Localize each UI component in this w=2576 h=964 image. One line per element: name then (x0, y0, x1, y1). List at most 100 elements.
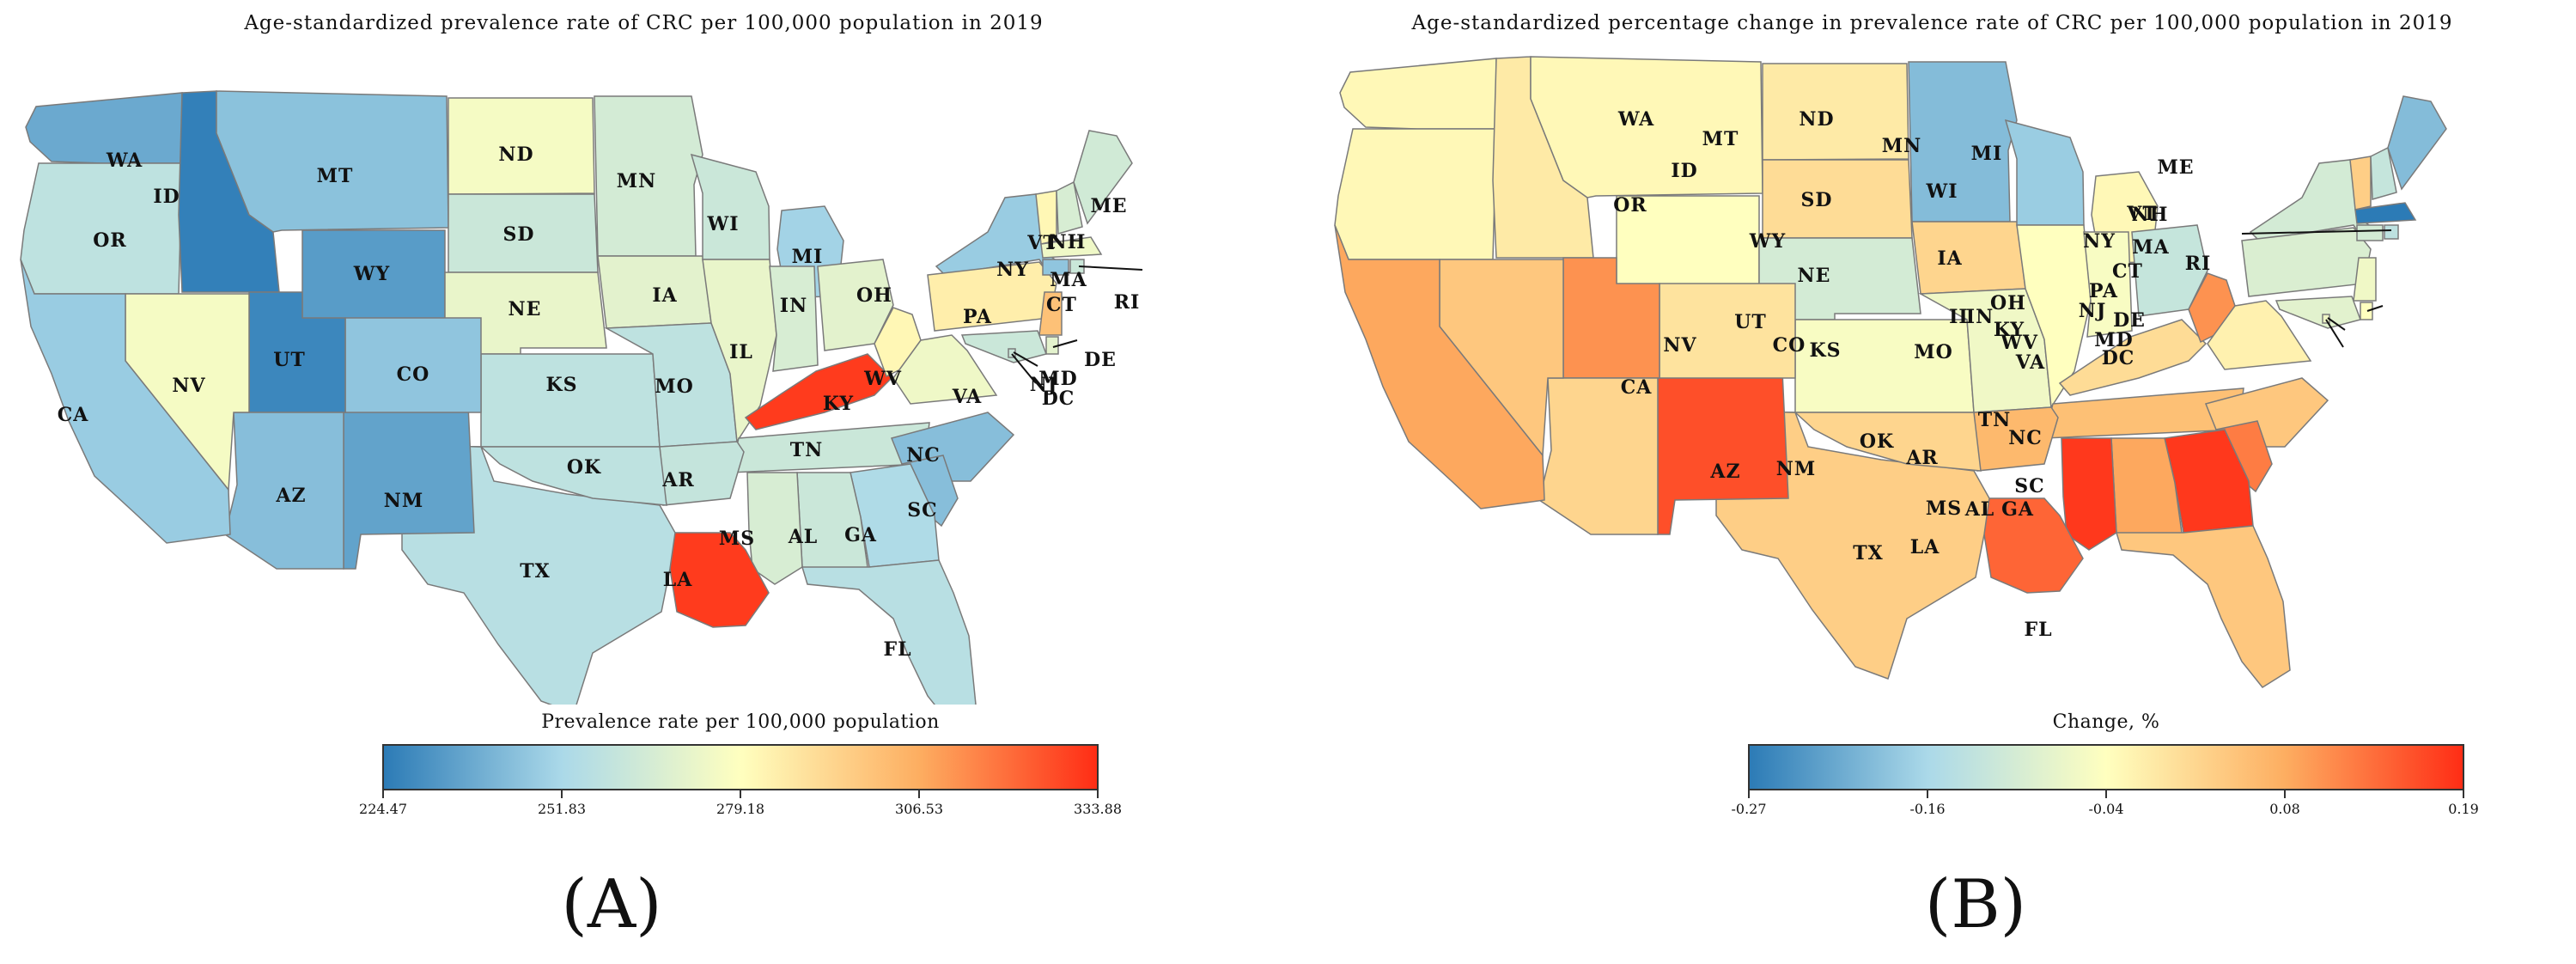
state-label-mn: MN (1882, 135, 1921, 157)
state-label-mt: MT (317, 165, 354, 187)
state-label-nm: NM (384, 490, 423, 512)
state-me (1073, 130, 1133, 225)
state-label-mi: MI (792, 246, 824, 268)
state-la (662, 532, 770, 628)
legend-tick-label: 0.19 (2448, 801, 2479, 817)
state-de (2360, 302, 2373, 320)
state-label-al: AL (1964, 498, 1995, 521)
state-ks (480, 353, 661, 448)
legend-tick-mark (2463, 790, 2464, 798)
state-vt (1035, 190, 1057, 245)
state-label-mn: MN (617, 170, 656, 192)
state-label-tx: TX (1853, 542, 1883, 564)
state-nh (1056, 180, 1083, 235)
state-label-nh: NH (2132, 204, 2169, 226)
state-label-ny: NY (2083, 230, 2116, 253)
state-label-ky: KY (823, 393, 854, 415)
state-label-al: AL (788, 526, 819, 548)
legend-tick-mark (382, 790, 384, 798)
leader-line-dc (2325, 319, 2344, 348)
legend-tick-label: 306.53 (895, 801, 943, 817)
leader-line-md (2327, 317, 2346, 331)
state-label-mo: MO (1914, 341, 1953, 363)
state-label-fl: FL (2024, 619, 2052, 641)
state-az (224, 412, 344, 570)
state-label-va: VA (2015, 351, 2045, 374)
legend-colorbar-b (1748, 744, 2464, 790)
state-label-md: MD (1038, 368, 1077, 390)
leader-line-md (1013, 351, 1038, 367)
state-label-wa: WA (1617, 108, 1654, 131)
legend-title-b: Change, % (2052, 711, 2160, 733)
state-label-ga: GA (844, 524, 877, 546)
panel-b: Age-standardized percentage change in pr… (1288, 0, 2576, 964)
state-mt (1530, 56, 1763, 198)
state-label-co: CO (397, 363, 430, 386)
state-label-nv: NV (1663, 334, 1696, 357)
state-label-ar: AR (1905, 447, 1938, 469)
state-label-nh: NH (1050, 231, 1087, 253)
state-label-ma: MA (2132, 236, 2169, 259)
state-label-nj: NJ (1030, 374, 1058, 396)
state-la (1976, 497, 2084, 594)
state-label-il: IL (1949, 306, 1973, 328)
leader-line-ri (1078, 265, 1143, 271)
state-label-ms: MS (1926, 497, 1962, 520)
state-co (1659, 283, 1796, 379)
legend-tick-mark (1927, 790, 1928, 798)
state-ca (20, 259, 231, 544)
state-label-id: ID (1671, 160, 1697, 182)
state-label-az: AZ (275, 485, 306, 507)
legend-tick-label: 251.83 (538, 801, 586, 817)
state-label-dc: DC (2102, 347, 2135, 369)
state-label-nd: ND (1799, 108, 1834, 131)
state-label-mt: MT (1702, 128, 1739, 150)
panel-a: Age-standardized prevalence rate of CRC … (20, 12, 1143, 943)
map-title-b: Age-standardized percentage change in pr… (1411, 12, 2453, 34)
state-nd (448, 97, 595, 195)
state-label-wy: WY (353, 263, 390, 285)
state-ks (1794, 319, 1975, 413)
state-label-wa: WA (106, 149, 143, 172)
state-label-nd: ND (498, 143, 533, 166)
state-or (20, 162, 183, 295)
state-label-ky: KY (1994, 319, 2025, 341)
state-in (769, 265, 819, 372)
state-mn (1908, 61, 2018, 223)
state-me (2387, 95, 2447, 191)
state-ri (2384, 224, 2399, 240)
state-fl (2115, 525, 2291, 688)
state-label-mo: MO (655, 375, 694, 398)
state-label-co: CO (1773, 334, 1806, 357)
state-ms (746, 472, 803, 585)
state-label-ks: KS (1809, 339, 1841, 362)
legend-tick-label: 333.88 (1074, 801, 1122, 817)
state-label-sd: SD (503, 223, 535, 246)
state-label-ri: RI (1114, 291, 1141, 314)
state-label-az: AZ (1709, 461, 1740, 483)
state-wa (1339, 58, 1497, 130)
state-label-mi: MI (1971, 143, 2003, 165)
state-label-me: ME (2157, 156, 2194, 179)
state-label-ny: NY (996, 259, 1029, 281)
state-ma (1040, 236, 1103, 259)
state-in (2083, 231, 2133, 338)
state-label-ri: RI (2185, 253, 2212, 275)
state-label-or: OR (93, 229, 126, 252)
state-ok (1715, 410, 1982, 472)
state-wi (690, 153, 770, 260)
leader-line-de (2366, 305, 2384, 312)
legend-tick-mark (2105, 790, 2107, 798)
state-sd (1762, 159, 1913, 239)
state-label-md: MD (2094, 329, 2133, 351)
map-title-a: Age-standardized prevalence rate of CRC … (244, 12, 1044, 34)
state-label-de: DE (1084, 349, 1117, 371)
state-label-tn: TN (790, 439, 823, 461)
state-label-tx: TX (520, 560, 550, 583)
state-label-ct: CT (2112, 260, 2143, 283)
state-ky (2058, 319, 2208, 396)
state-label-la: LA (663, 569, 693, 591)
state-or (1334, 128, 1497, 260)
state-mt (216, 90, 449, 233)
